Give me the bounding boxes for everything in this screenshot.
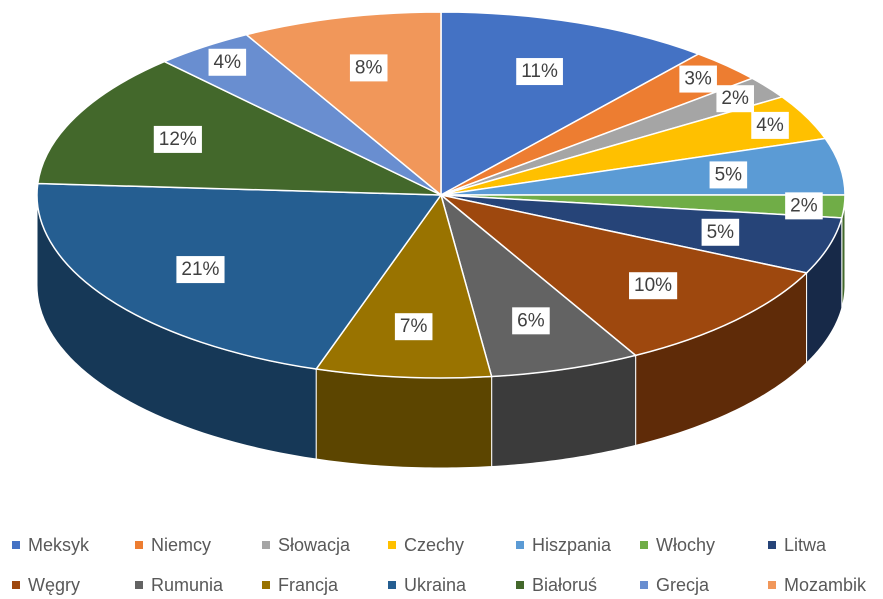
value-label-box	[709, 161, 748, 189]
legend-swatch	[135, 541, 143, 549]
legend-swatch	[135, 581, 143, 589]
value-label: 21%	[181, 259, 219, 280]
value-label: 8%	[355, 57, 383, 78]
value-label-box	[716, 85, 754, 113]
legend-swatch	[768, 541, 776, 549]
legend-label: Hiszpania	[532, 535, 612, 555]
value-label-box	[394, 313, 433, 341]
value-label: 5%	[707, 222, 735, 243]
value-label-box	[176, 256, 225, 284]
legend-label: Rumunia	[151, 575, 224, 595]
legend-swatch	[12, 541, 20, 549]
value-label: 5%	[715, 164, 743, 185]
legend-label: Mozambik	[784, 575, 867, 595]
value-label-box	[516, 58, 563, 86]
slice	[440, 194, 809, 357]
slice	[440, 11, 701, 197]
value-label-box	[512, 307, 550, 335]
legend-swatch	[768, 581, 776, 589]
value-label: 12%	[159, 129, 197, 150]
legend-label: Białoruś	[532, 575, 597, 595]
legend-label: Francja	[278, 575, 339, 595]
value-label-box	[785, 192, 823, 220]
legend-label: Niemcy	[151, 535, 211, 555]
value-label: 2%	[790, 195, 818, 216]
legend-label: Węgry	[28, 575, 80, 595]
legend-label: Meksyk	[28, 535, 90, 555]
value-label: 4%	[214, 52, 242, 73]
value-label-box	[751, 111, 789, 139]
legend-label: Litwa	[784, 535, 827, 555]
value-label: 3%	[684, 69, 712, 90]
value-label: 6%	[517, 310, 545, 331]
value-label-box	[679, 65, 717, 93]
slice	[244, 11, 442, 197]
legend-label: Czechy	[404, 535, 464, 555]
value-label-box	[153, 125, 202, 153]
legend-label: Ukraina	[404, 575, 467, 595]
value-label: 4%	[756, 115, 784, 136]
slice	[439, 192, 638, 378]
slice	[36, 60, 442, 196]
legend-label: Włochy	[656, 535, 715, 555]
legend-swatch	[640, 541, 648, 549]
value-label: 10%	[634, 275, 672, 296]
value-label: 2%	[721, 88, 749, 109]
slice-side	[315, 368, 493, 469]
legend-label: Słowacja	[278, 535, 351, 555]
slice	[36, 182, 443, 370]
legend-swatch	[640, 581, 648, 589]
value-label-box	[208, 48, 247, 76]
value-label-box	[629, 272, 678, 300]
value-label-box	[349, 54, 388, 82]
value-label: 11%	[521, 61, 558, 82]
legend-swatch	[12, 581, 20, 589]
legend-swatch	[516, 541, 524, 549]
value-label: 7%	[400, 316, 428, 337]
legend-label: Grecja	[656, 575, 710, 595]
slice	[314, 193, 493, 379]
value-label-box	[701, 218, 740, 246]
legend-swatch	[388, 541, 396, 549]
legend-swatch	[262, 541, 270, 549]
legend-swatch	[388, 581, 396, 589]
legend-swatch	[516, 581, 524, 589]
legend-swatch	[262, 581, 270, 589]
